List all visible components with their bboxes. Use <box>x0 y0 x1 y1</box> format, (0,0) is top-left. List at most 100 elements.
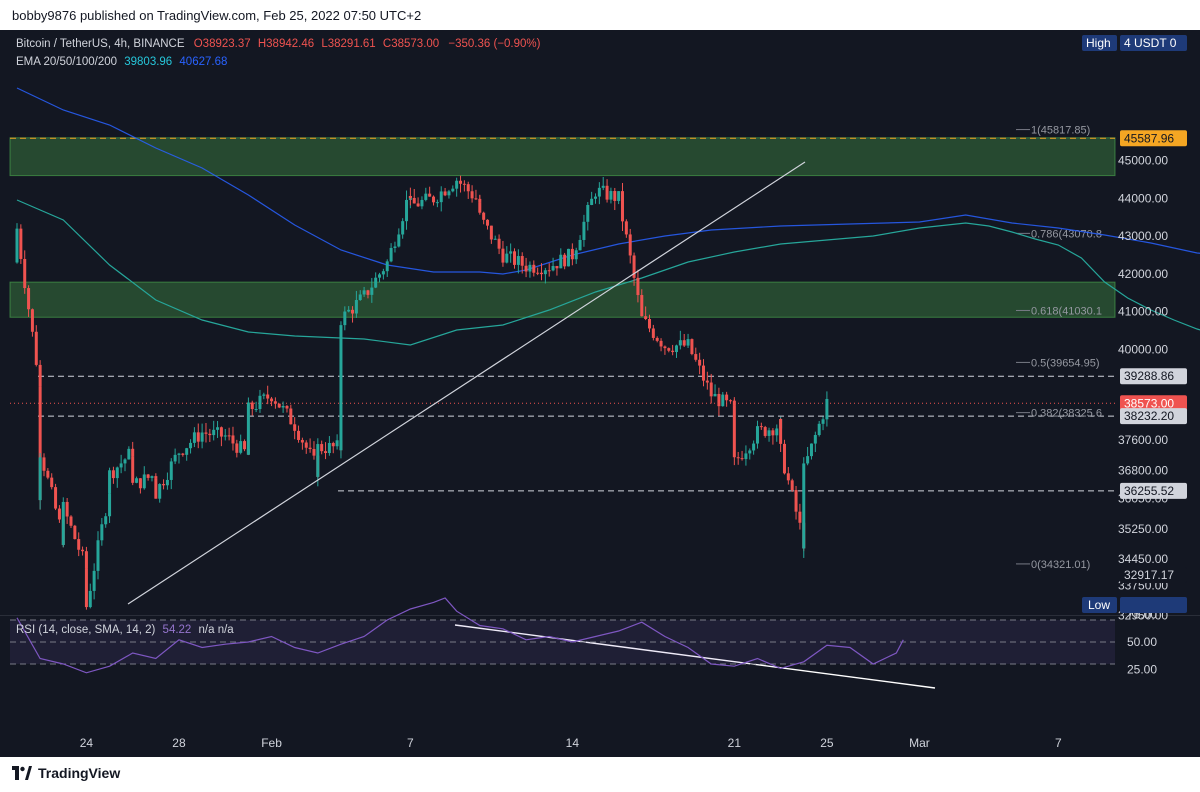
candle-body-182 <box>671 350 675 353</box>
candle-body-73 <box>266 394 270 399</box>
candle-body-51 <box>185 448 189 455</box>
candle-body-181 <box>667 348 671 351</box>
candle-body-118 <box>428 193 432 197</box>
candle-body-90 <box>327 442 331 454</box>
rsi-legend[interactable]: RSI (14, close, SMA, 14, 2) 54.22 n/a n/… <box>16 624 234 636</box>
currency-badge-bg <box>1120 35 1187 51</box>
price-badge-1: 39288.86 <box>1120 368 1187 385</box>
candle-body-154 <box>563 254 567 267</box>
candle-body-18 <box>73 525 77 540</box>
price-axis-tick-6: 37600.00 <box>1118 433 1168 447</box>
candle-body-133 <box>482 212 486 220</box>
candle-body-77 <box>281 405 285 408</box>
candle-body-150 <box>547 270 551 272</box>
candle-body-97 <box>351 309 355 314</box>
candle-body-162 <box>594 196 597 199</box>
x-axis-tick-2: Feb <box>261 736 282 750</box>
tradingview-logo-icon <box>12 766 32 780</box>
candle-body-120 <box>435 202 439 204</box>
candle-body-10 <box>46 470 50 478</box>
candle-body-126 <box>459 180 463 184</box>
candle-body-28 <box>108 493 112 517</box>
candles-group <box>15 175 829 610</box>
candle-body-96 <box>347 309 351 312</box>
candle-body-75 <box>273 401 277 404</box>
candle-body-163 <box>597 187 601 197</box>
fib-label-5: 0(34321.01) <box>1031 559 1090 571</box>
candle-body-174 <box>640 295 644 317</box>
candle-body-58 <box>212 429 216 436</box>
candle-body-196 <box>725 394 729 401</box>
candle-body-61 <box>223 435 227 437</box>
candle-body-6 <box>38 364 42 387</box>
tradingview-logo[interactable]: TradingView <box>12 765 120 781</box>
price-axis-tick-7: 36800.00 <box>1118 463 1168 477</box>
candle-body-185 <box>682 340 686 346</box>
candle-body-173 <box>636 277 640 296</box>
low-label-bg <box>1082 597 1117 613</box>
candle-body-2 <box>23 258 27 289</box>
candle-body-53 <box>192 432 196 443</box>
price-axis-tick-3: 42000.00 <box>1118 267 1168 281</box>
price-badge-text-4: 36255.52 <box>1124 484 1174 498</box>
candle-body-85 <box>312 449 316 456</box>
candle-body-225 <box>825 398 829 420</box>
candle-body-1 <box>19 228 23 259</box>
candle-body-104 <box>378 274 382 278</box>
candle-body-125 <box>455 180 459 189</box>
candle-body-224 <box>821 419 825 424</box>
candle-body-145 <box>528 264 532 272</box>
candle-body-219 <box>802 463 806 549</box>
candle-body-122 <box>443 191 447 196</box>
candle-body-38 <box>138 478 142 489</box>
price-axis-tick-9: 35250.00 <box>1118 522 1168 536</box>
price-chart[interactable]: 1(45817.85) 0.786(43070.8 0.618(41030.1 0.5… <box>0 30 1200 757</box>
candle-body-132 <box>478 202 482 213</box>
candle-body-26 <box>100 524 104 541</box>
candle-body-176 <box>647 318 651 329</box>
candle-body-212 <box>779 419 783 444</box>
x-axis-tick-1: 28 <box>172 736 186 750</box>
candle-body-76 <box>277 403 281 408</box>
ohlc-high: H38942.46 <box>257 38 315 50</box>
price-badge-bg-3 <box>1120 408 1187 425</box>
candle-body-178 <box>655 337 659 341</box>
candle-body-171 <box>628 234 632 256</box>
candle-body-148 <box>540 272 544 275</box>
candle-body-49 <box>177 453 181 455</box>
candle-body-168 <box>617 191 621 201</box>
candle-body-52 <box>189 442 193 449</box>
candle-body-117 <box>424 193 428 200</box>
ema-label: EMA 20/50/100/200 <box>16 56 118 68</box>
candle-body-184 <box>678 340 682 346</box>
candle-body-29 <box>108 470 112 494</box>
candle-body-78 <box>285 405 289 409</box>
candle-body-16 <box>65 501 69 517</box>
rsi-value: 54.22 <box>162 624 192 636</box>
candle-body-56 <box>204 432 208 434</box>
candle-body-222 <box>813 435 817 444</box>
candle-body-108 <box>393 246 397 248</box>
candle-body-19 <box>77 539 81 550</box>
candle-body-201 <box>740 458 744 460</box>
price-badge-text-1: 39288.86 <box>1124 369 1174 383</box>
candle-body-11 <box>50 477 54 488</box>
candle-body-179 <box>659 340 663 347</box>
candle-body-141 <box>513 251 517 265</box>
chart-frame[interactable]: 1(45817.85) 0.786(43070.8 0.618(41030.1 0.5… <box>0 30 1200 757</box>
candle-body-68 <box>246 402 250 455</box>
candle-body-143 <box>520 256 524 266</box>
candle-body-151 <box>551 266 555 271</box>
candle-body-45 <box>162 484 166 486</box>
candle-body-207 <box>763 427 767 436</box>
candle-body-62 <box>227 435 231 437</box>
publisher-line: bobby9876 published on TradingView.com, … <box>12 8 422 23</box>
price-badge-bg-0 <box>1120 130 1187 147</box>
candle-body-55 <box>200 432 204 442</box>
candle-body-140 <box>509 251 513 254</box>
candle-body-195 <box>721 394 725 407</box>
publisher-header: bobby9876 published on TradingView.com, … <box>0 0 1200 30</box>
candle-body-94 <box>339 325 343 451</box>
ema-legend[interactable]: EMA 20/50/100/200 39803.96 40627.68 <box>16 56 227 68</box>
candle-body-43 <box>154 478 158 499</box>
